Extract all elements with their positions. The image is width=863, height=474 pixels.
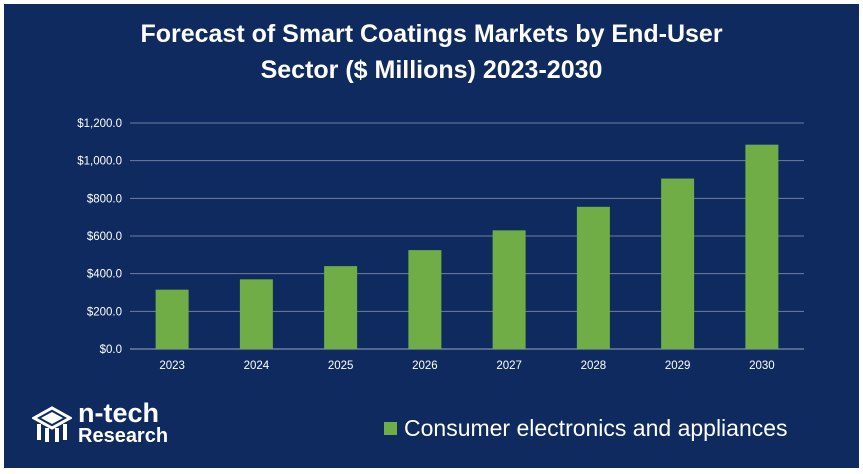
chart-title-line-1: Forecast of Smart Coatings Markets by En… [140, 20, 723, 48]
bar-2025 [324, 266, 358, 349]
x-tick-label: 2023 [159, 360, 185, 372]
y-tick-label: $200.0 [87, 306, 122, 318]
y-tick-label: $400.0 [87, 269, 122, 281]
bar-2028 [576, 206, 610, 349]
x-tick-label: 2026 [412, 360, 438, 372]
y-tick-label: $800.0 [87, 193, 122, 205]
logo-text-research: Research [78, 425, 169, 447]
bar-2023 [155, 289, 189, 349]
x-tick-label: 2027 [496, 360, 522, 372]
x-tick-label: 2030 [749, 360, 775, 372]
n-tech-logo: n-tech Research [32, 398, 192, 450]
bar-2029 [661, 178, 695, 349]
x-tick-label: 2029 [665, 360, 691, 372]
logo-text-n-tech: n-tech [78, 398, 159, 428]
y-tick-label: $1,200.0 [77, 118, 122, 130]
x-tick-label: 2025 [328, 360, 354, 372]
legend-swatch [384, 421, 397, 435]
chart-frame: Forecast of Smart Coatings Markets by En… [4, 4, 859, 468]
bar-2030 [745, 144, 779, 349]
chart-legend: Consumer electronics and appliances [384, 412, 788, 444]
chart-title-line-2: Sector ($ Millions) 2023-2030 [260, 56, 603, 84]
bar-2024 [239, 279, 273, 349]
bar-2027 [492, 230, 526, 349]
chart-title: Forecast of Smart Coatings Markets by En… [4, 16, 859, 88]
x-tick-label: 2028 [581, 360, 607, 372]
building-logo-icon [32, 406, 72, 442]
bar-2026 [408, 250, 442, 349]
y-tick-label: $600.0 [87, 231, 122, 243]
y-tick-label: $1,000.0 [77, 156, 122, 168]
legend-label: Consumer electronics and appliances [404, 414, 788, 441]
x-tick-label: 2024 [244, 360, 270, 372]
y-tick-label: $0.0 [100, 344, 122, 356]
bar-chart: $0.0 $200.0 $400.0 $600.0 $800.0 $1,000.0 $1,2… [77, 118, 804, 372]
